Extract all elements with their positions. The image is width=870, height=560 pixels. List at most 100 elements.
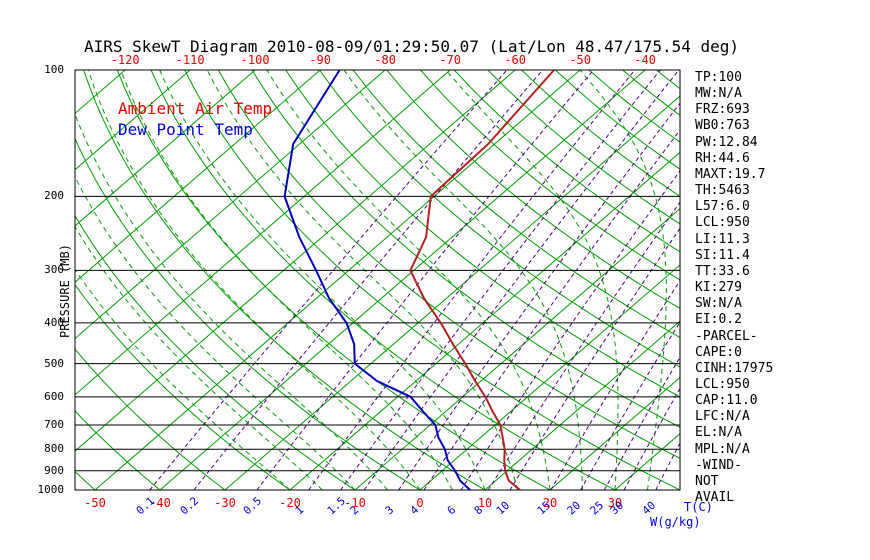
moist-adiabat-line	[75, 225, 323, 490]
stat-line: EL:N/A	[695, 425, 742, 441]
isotherm-line	[75, 70, 516, 452]
bottom-temp-tick: 10	[477, 496, 493, 510]
bottom-temp-tick: -20	[279, 496, 301, 510]
stat-line: TP:100	[695, 70, 742, 85]
temp-unit-label: T(C)	[684, 500, 713, 514]
moist-adiabat-line	[120, 70, 453, 490]
stat-line: NOT	[695, 473, 719, 489]
top-temp-tick: -100	[240, 53, 270, 67]
mixing-unit-label: W(g/kg)	[650, 515, 701, 529]
stat-line: SI:11.4	[695, 247, 750, 263]
diagram-title: AIRS SkewT Diagram 2010-08-09/01:29:50.0…	[84, 37, 740, 56]
stats-panel: TP:100 MW:N/A FRZ:693 WB0:763 PW:12.84 RH:44.…	[695, 70, 773, 506]
isotherm-line	[75, 70, 191, 171]
moist-adiabat-line	[343, 70, 583, 490]
mixing-ratio-line	[340, 70, 661, 490]
top-temp-tick: -90	[309, 53, 331, 67]
mixing-ratio-line	[308, 70, 636, 490]
mixing-ratio-line	[550, 279, 680, 490]
stat-line: MAXT:19.7	[695, 166, 766, 182]
isotherm-line	[419, 264, 680, 490]
stat-line: EI:0.2	[695, 312, 742, 328]
stat-line: MPL:N/A	[695, 441, 750, 457]
moist-adiabat-line	[206, 70, 518, 490]
isotherm-line	[94, 70, 581, 490]
bottom-temp-tick: 30	[607, 496, 623, 510]
moist-adiabat-line	[75, 175, 356, 490]
mixing-ratio-line	[149, 70, 508, 490]
pressure-tick: 300	[44, 263, 64, 277]
stat-line: -PARCEL-	[695, 328, 758, 344]
stat-line: TT:33.6	[695, 263, 750, 279]
top-temp-tick: -110	[175, 53, 205, 67]
stat-line: FRZ:693	[695, 102, 750, 118]
isotherm-line	[75, 70, 386, 340]
background-lines	[75, 70, 680, 490]
dew-point-curve	[283, 70, 471, 490]
dry-adiabat-line	[75, 214, 356, 490]
stat-line: KI:279	[695, 280, 742, 296]
pressure-tick: 700	[44, 417, 64, 431]
pressure-tick: 200	[44, 189, 64, 203]
stat-line: -WIND-	[695, 457, 742, 473]
mixing-ratio-line	[363, 70, 680, 490]
moist-adiabat-line	[75, 112, 388, 490]
dry-adiabat-line	[75, 410, 161, 490]
top-temp-tick: -50	[569, 53, 591, 67]
bottom-temp-tick: -50	[84, 496, 106, 510]
dry-adiabat-line	[285, 70, 680, 398]
stat-line: LCL:950	[695, 215, 750, 231]
isotherm-line	[289, 151, 680, 490]
mixing-ratio-line	[193, 70, 544, 490]
isotherm-line	[484, 320, 680, 490]
stat-line: PW:12.84	[695, 134, 758, 150]
plot-border	[74, 69, 681, 491]
dry-adiabat-line	[251, 70, 680, 428]
moist-adiabat-line	[579, 70, 667, 490]
pressure-tick: 800	[44, 442, 64, 456]
legend-dew-point-temp: Dew Point Temp	[118, 120, 253, 139]
moist-adiabat-line	[266, 70, 551, 490]
mixing-ratio-line	[487, 201, 680, 490]
stat-line: CAP:11.0	[695, 393, 758, 409]
stat-line: CINH:17975	[695, 360, 774, 376]
moist-adiabat-line	[159, 70, 486, 490]
stat-line: CAPE:0	[695, 344, 742, 360]
mixing-ratio-line	[509, 227, 680, 490]
stat-line: MW:N/A	[695, 86, 742, 102]
bottom-temp-tick: -30	[214, 496, 236, 510]
stat-line: LCL:950	[695, 376, 750, 392]
bottom-temp-tick: -10	[344, 496, 366, 510]
dry-adiabat-line	[318, 70, 680, 368]
dry-adiabat-line	[75, 348, 226, 490]
dry-adiabat-line	[386, 70, 680, 310]
dry-adiabat-line	[150, 70, 616, 490]
top-temp-tick: -80	[374, 53, 396, 67]
dry-adiabat-line	[352, 70, 680, 339]
isotherm-line	[75, 70, 321, 283]
isotherm-line	[549, 376, 680, 490]
mixing-ratio-line	[423, 129, 680, 490]
moist-adiabat-line	[445, 70, 619, 490]
pressure-tick: 1000	[37, 483, 65, 496]
dry-adiabat-line	[75, 137, 421, 490]
dry-adiabat-line	[83, 70, 486, 490]
bottom-temp-tick: 20	[542, 496, 558, 510]
stat-line: LFC:N/A	[695, 409, 750, 425]
moist-adiabat-line	[87, 70, 421, 490]
top-temp-tick: -120	[110, 53, 140, 67]
dry-adiabat-line	[217, 70, 680, 459]
top-temp-tick: -40	[634, 53, 656, 67]
pressure-tick: 100	[44, 63, 64, 76]
isotherm-line	[224, 95, 680, 490]
mixing-ratio-line	[460, 169, 680, 490]
pressure-tick: 600	[44, 389, 64, 403]
top-temp-tick: -60	[504, 53, 526, 67]
stat-line: AVAIL	[695, 490, 735, 506]
stat-line: L57:6.0	[695, 199, 750, 215]
bottom-temp-tick: 0	[416, 496, 424, 510]
stat-line: TH:5463	[695, 183, 750, 199]
isotherm-line	[75, 70, 256, 227]
